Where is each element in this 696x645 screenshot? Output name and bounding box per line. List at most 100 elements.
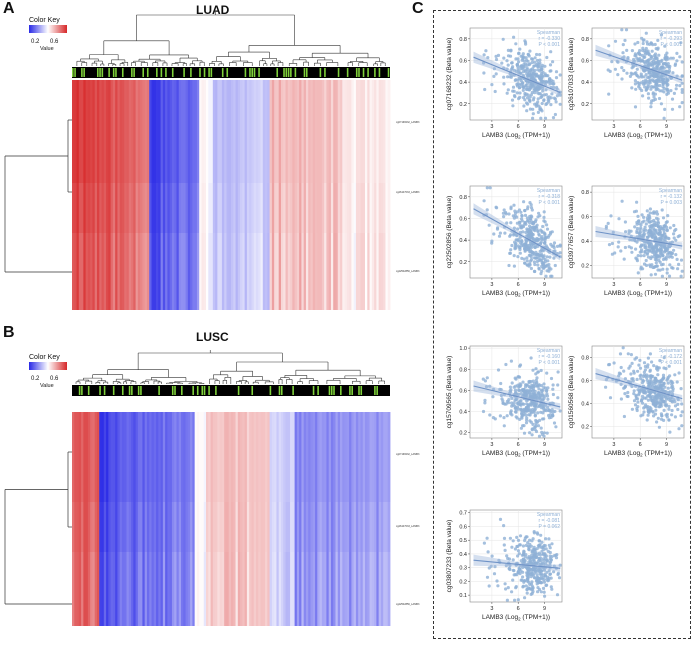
data-point: [671, 71, 675, 75]
y-tick-label: 0.2: [459, 102, 467, 108]
heatmap-cell: [324, 183, 327, 233]
panel-a-letter: A: [3, 0, 15, 17]
data-point: [526, 59, 530, 63]
heatmap-cell: [208, 412, 211, 502]
heatmap-cell: [308, 183, 311, 233]
heatmap-cell: [253, 80, 257, 183]
data-point: [501, 401, 505, 405]
y-tick-label: 0.8: [459, 37, 467, 43]
data-point: [558, 563, 562, 567]
heatmap-cell: [330, 233, 334, 310]
heatmap-cell: [210, 502, 214, 552]
data-point: [646, 248, 650, 252]
heatmap-cell: [240, 183, 243, 233]
heatmap-cell: [106, 183, 109, 233]
heatmap-cell: [283, 80, 286, 183]
data-point: [671, 56, 675, 60]
stat-p: P = 0.062: [539, 524, 561, 530]
data-point: [663, 237, 667, 242]
data-point: [656, 388, 660, 392]
heatmap-cell: [199, 183, 202, 233]
luad-key-bar: [29, 25, 67, 33]
heatmap-cell: [290, 80, 293, 183]
heatmap-cell: [271, 412, 275, 502]
heatmap-cell: [103, 412, 107, 502]
heatmap-cell: [76, 183, 80, 233]
heatmap-cell: [99, 412, 102, 502]
heatmap-cell: [228, 502, 232, 552]
data-point: [654, 88, 658, 92]
data-point: [537, 434, 542, 438]
annotation-tick: [287, 68, 290, 77]
data-point: [542, 382, 546, 386]
heatmap-cell: [242, 412, 246, 502]
data-point: [543, 64, 547, 68]
heatmap-cell: [78, 80, 82, 183]
heatmap-cell: [308, 233, 311, 310]
data-point: [506, 586, 510, 590]
heatmap-cell: [124, 552, 127, 626]
heatmap-cell: [183, 552, 186, 626]
heatmap-cell: [269, 80, 273, 183]
heatmap-cell: [385, 412, 389, 502]
heatmap-cell: [365, 183, 368, 233]
heatmap-cell: [135, 80, 139, 183]
data-point: [542, 407, 546, 411]
data-point: [638, 388, 642, 392]
heatmap-cell: [187, 412, 191, 502]
heatmap-cell: [337, 552, 341, 626]
annotation-tick: [158, 386, 160, 395]
data-point: [533, 91, 537, 95]
heatmap-cell: [349, 412, 352, 502]
data-point: [645, 235, 650, 239]
data-point: [643, 396, 647, 400]
annotation-tick: [131, 68, 133, 77]
data-point: [507, 263, 511, 268]
heatmap-cell: [181, 233, 184, 310]
heatmap-cell: [326, 183, 330, 233]
luad-title: LUAD: [196, 3, 230, 17]
annotation-tick: [146, 68, 149, 77]
heatmap-cell: [128, 183, 132, 233]
data-point: [519, 399, 523, 403]
heatmap-cell: [278, 183, 282, 233]
annotation-tick: [174, 386, 176, 395]
data-point: [536, 424, 541, 428]
data-point: [558, 73, 562, 77]
heatmap-cell: [178, 552, 182, 626]
heatmap-cell: [142, 233, 146, 310]
data-point: [544, 574, 548, 578]
heatmap-cell: [287, 502, 291, 552]
heatmap-cell: [240, 233, 243, 310]
data-point: [498, 387, 502, 391]
data-point: [545, 558, 549, 562]
data-point: [623, 384, 628, 389]
data-point: [678, 84, 682, 88]
heatmap-cell: [221, 233, 225, 310]
heatmap-cell: [181, 502, 184, 552]
data-point: [675, 51, 679, 56]
data-point: [498, 231, 502, 235]
data-point: [553, 409, 557, 413]
data-point: [486, 56, 490, 60]
annotation-tick: [140, 386, 142, 395]
data-point: [672, 232, 676, 236]
heatmap-cell: [137, 552, 141, 626]
data-point: [517, 552, 521, 556]
heatmap-cell: [340, 183, 343, 233]
data-point: [526, 578, 530, 582]
data-point: [649, 229, 653, 233]
data-point: [542, 417, 546, 421]
heatmap-cell: [355, 552, 359, 626]
data-point: [521, 88, 525, 92]
heatmap-cell: [315, 183, 318, 233]
heatmap-cell: [103, 183, 107, 233]
heatmap-cell: [81, 502, 84, 552]
heatmap-cell: [146, 183, 150, 233]
data-point: [547, 265, 551, 269]
heatmap-cell: [317, 502, 320, 552]
heatmap-cell: [90, 412, 93, 502]
data-point: [503, 231, 507, 235]
data-point: [508, 385, 512, 389]
heatmap-cell: [335, 233, 339, 310]
